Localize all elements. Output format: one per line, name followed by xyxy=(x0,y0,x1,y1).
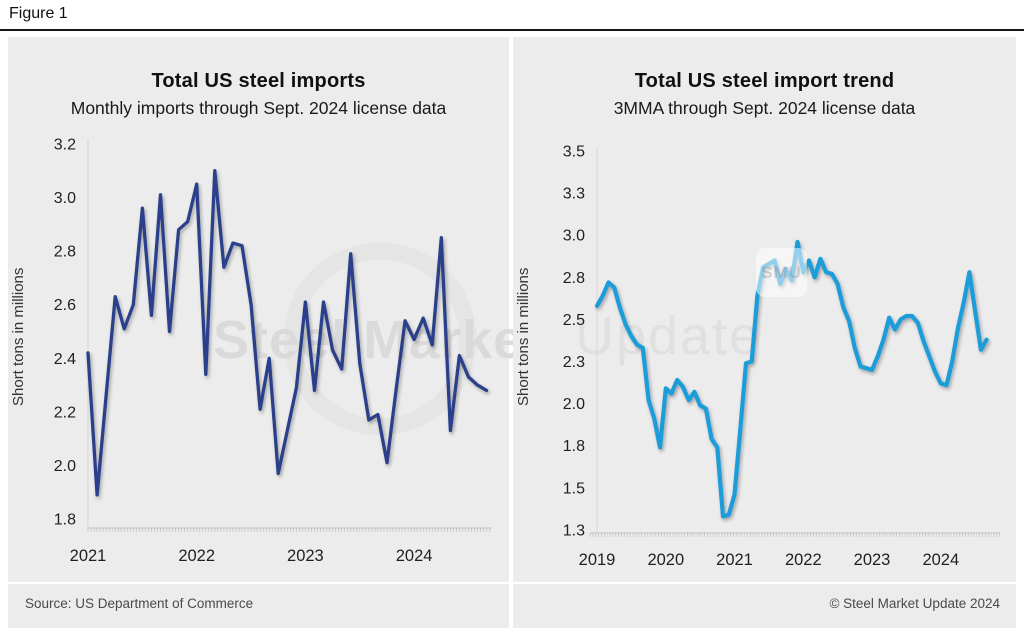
x-tick-label: 2024 xyxy=(396,547,433,565)
y-tick-label: 2.4 xyxy=(54,351,76,368)
y-tick-label: 2.8 xyxy=(54,244,76,261)
y-tick-label: 1.3 xyxy=(563,522,585,539)
x-tick-label: 2022 xyxy=(785,551,822,569)
y-tick-label: 3.3 xyxy=(563,186,585,203)
x-tick-label: 2022 xyxy=(178,547,215,565)
left-chart-subtitle: Monthly imports through Sept. 2024 licen… xyxy=(70,98,447,118)
y-tick-label: 3.2 xyxy=(54,136,76,153)
x-tick-label: 2020 xyxy=(647,551,684,569)
trend-panel: Update 3.5 3.3 3.0 2.8 2.5 2.3 2.0 1.8 1.5 1.3 201… xyxy=(513,37,1016,582)
y-tick-label: 2.2 xyxy=(54,404,76,421)
copyright-note: © Steel Market Update 2024 xyxy=(829,596,1000,611)
source-note: Source: US Department of Commerce xyxy=(25,596,254,611)
x-tick-label: 2024 xyxy=(922,551,959,569)
monthly-imports-line xyxy=(86,169,489,497)
y-tick-label: 1.5 xyxy=(563,480,585,497)
smu-logo-watermark: SMU xyxy=(756,248,807,297)
y-tick-label: 2.5 xyxy=(563,312,585,329)
x-tick-label: 2019 xyxy=(579,551,616,569)
y-tick-label: 3.0 xyxy=(563,228,585,245)
figure-canvas: Steel Market 3.2 3.0 2.8 2.6 2.4 2.2 2.0 1.8 202… xyxy=(0,33,1024,633)
y-tick-label: 1.8 xyxy=(563,438,585,455)
left-y-axis-label: Short tons in millions xyxy=(10,267,27,407)
y-tick-label: 2.6 xyxy=(54,297,76,314)
y-tick-label: 2.0 xyxy=(54,458,76,475)
right-chart-title: Total US steel import trend xyxy=(634,70,895,92)
footer-left-panel: Source: US Department of Commerce xyxy=(8,584,509,628)
figure-header: Figure 1 xyxy=(0,0,1024,31)
x-tick-label: 2021 xyxy=(716,551,753,569)
monthly-imports-chart: 3.2 3.0 2.8 2.6 2.4 2.2 2.0 1.8 2021 2022 2023 2024 xyxy=(54,136,492,565)
x-tick-label: 2023 xyxy=(287,547,324,565)
y-tick-label: 3.0 xyxy=(54,190,76,207)
y-tick-label: 1.8 xyxy=(54,512,76,529)
y-tick-label: 2.8 xyxy=(563,270,585,287)
x-tick-label: 2023 xyxy=(854,551,891,569)
right-y-axis-label: Short tons in millions xyxy=(515,267,532,407)
y-tick-label: 2.3 xyxy=(563,354,585,371)
y-tick-label: 3.5 xyxy=(563,144,585,161)
figure-label: Figure 1 xyxy=(9,5,68,22)
footer-right-panel: © Steel Market Update 2024 xyxy=(513,584,1016,628)
left-chart-title: Total US steel imports xyxy=(151,70,366,92)
x-tick-label: 2021 xyxy=(70,547,107,565)
right-chart-subtitle: 3MMA through Sept. 2024 license data xyxy=(613,98,916,118)
y-tick-label: 2.0 xyxy=(563,396,585,413)
smu-logo-text: SMU xyxy=(761,262,802,282)
monthly-imports-panel: Steel Market 3.2 3.0 2.8 2.6 2.4 2.2 2.0 1.8 202… xyxy=(8,37,542,582)
